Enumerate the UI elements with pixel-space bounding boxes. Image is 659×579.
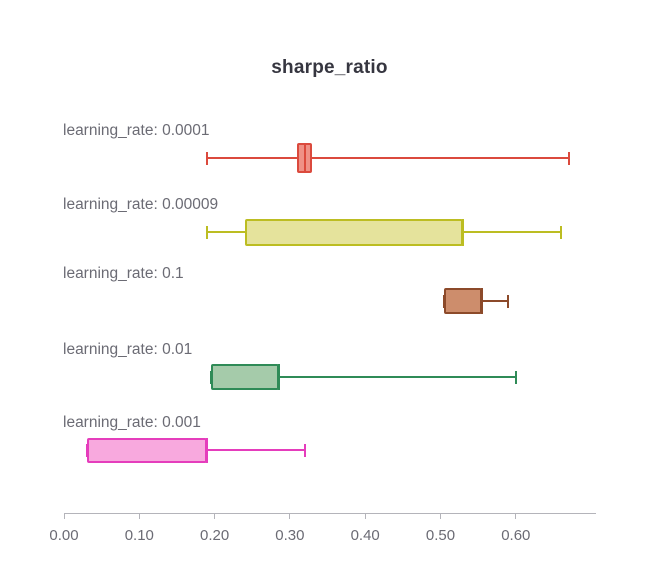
series-label: learning_rate: 0.00009 xyxy=(63,196,219,213)
tick-label: 0.10 xyxy=(124,527,154,544)
median-line xyxy=(462,218,465,246)
whisker-line xyxy=(210,376,516,378)
box xyxy=(444,288,482,314)
series-label: learning_rate: 0.001 xyxy=(63,414,201,431)
box xyxy=(210,364,279,390)
tick-mark xyxy=(138,513,140,519)
box xyxy=(86,437,208,463)
tick-mark xyxy=(289,513,291,519)
tick-mark xyxy=(515,513,517,519)
tick-mark xyxy=(63,513,65,519)
tick-label: 0.50 xyxy=(425,527,456,544)
tick-label: 0.20 xyxy=(199,527,230,544)
median-line xyxy=(480,288,483,314)
whisker-cap-high xyxy=(559,225,562,239)
chart-title: sharpe_ratio xyxy=(271,57,388,78)
series-label: learning_rate: 0.0001 xyxy=(63,122,210,139)
whisker-cap-high xyxy=(567,151,570,165)
median-line xyxy=(206,437,209,463)
tick-label: 0.00 xyxy=(49,527,79,544)
median-line xyxy=(277,364,280,390)
x-axis-line xyxy=(64,513,596,514)
tick-mark xyxy=(440,513,441,519)
whisker-line xyxy=(207,157,569,159)
whisker-cap-high xyxy=(507,294,510,308)
median-line xyxy=(303,143,306,173)
series-label: learning_rate: 0.01 xyxy=(63,341,193,358)
tick-label: 0.40 xyxy=(350,527,380,544)
whisker-cap-low xyxy=(206,225,209,239)
box xyxy=(244,218,464,246)
tick-label: 0.30 xyxy=(275,527,305,544)
whisker-cap-high xyxy=(303,443,306,457)
tick-label: 0.60 xyxy=(501,527,531,544)
tick-mark xyxy=(364,513,366,519)
series-label: learning_rate: 0.1 xyxy=(63,265,184,282)
whisker-cap-low xyxy=(206,151,209,165)
tick-mark xyxy=(214,513,216,519)
whisker-cap-high xyxy=(514,370,517,384)
